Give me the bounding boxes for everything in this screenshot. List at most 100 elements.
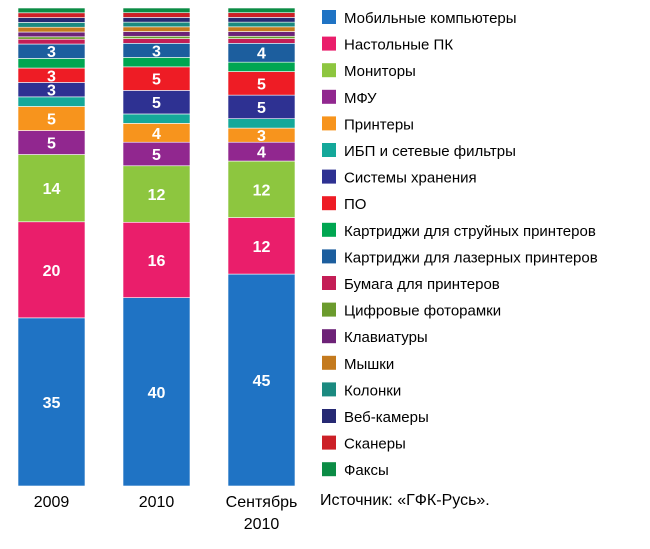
segment-value-label: 20 xyxy=(43,263,61,280)
segment-value-label: 5 xyxy=(47,136,56,153)
bar-segment xyxy=(227,7,296,14)
legend-swatch xyxy=(322,302,336,317)
segment-value-label: 14 xyxy=(43,181,61,198)
bar-segment xyxy=(17,17,86,23)
legend-label: Мониторы xyxy=(344,63,416,80)
segment-value-label: 4 xyxy=(257,46,266,63)
segment-value-label: 3 xyxy=(257,128,266,145)
segment-value-label: 3 xyxy=(152,43,161,60)
legend-label: Колонки xyxy=(344,382,401,399)
bar-segment xyxy=(17,36,86,40)
legend-swatch xyxy=(322,409,336,423)
legend-swatch xyxy=(322,222,336,237)
bar-segment xyxy=(227,118,296,129)
bar-segment xyxy=(122,31,191,37)
category-label: Сентябрь xyxy=(226,494,298,511)
legend-swatch xyxy=(322,116,336,131)
bar-segment xyxy=(227,21,296,28)
legend-label: Картриджи для струйных принтеров xyxy=(344,223,596,240)
legend-label: Настольные ПК xyxy=(344,37,453,54)
legend-label: Клавиатуры xyxy=(344,329,428,346)
bar-segment xyxy=(227,61,296,72)
legend-label: Принтеры xyxy=(344,116,414,133)
legend-swatch xyxy=(322,143,336,157)
legend-label: Картриджи для лазерных принтеров xyxy=(344,249,598,266)
segment-value-label: 40 xyxy=(148,385,166,402)
legend-swatch xyxy=(322,249,336,264)
bar-segment xyxy=(122,17,191,23)
segment-value-label: 12 xyxy=(253,239,271,256)
legend-label: Цифровые фоторамки xyxy=(344,303,501,320)
legend-swatch xyxy=(322,10,336,24)
segment-value-label: 12 xyxy=(253,182,271,199)
category-label: 2010 xyxy=(244,516,280,533)
bar-segment xyxy=(122,297,191,487)
segment-value-label: 5 xyxy=(152,95,161,112)
bar-segment xyxy=(17,106,86,131)
segment-value-label: 16 xyxy=(148,253,166,270)
bar-segment xyxy=(17,7,86,14)
bar-segment xyxy=(17,31,86,38)
bar-segment xyxy=(227,160,296,218)
bar-segment xyxy=(122,221,191,298)
legend-swatch xyxy=(322,196,336,211)
segment-value-label: 35 xyxy=(43,395,61,412)
segment-value-label: 5 xyxy=(257,76,266,93)
segment-value-label: 45 xyxy=(253,373,271,390)
bar-segment xyxy=(122,35,191,39)
bar-segment xyxy=(227,17,296,23)
legend-swatch xyxy=(322,355,336,370)
legend-label: ИБП и сетевые фильтры xyxy=(344,143,516,160)
category-label: 2009 xyxy=(34,494,70,511)
bars-group xyxy=(17,7,296,487)
legend-label: Сканеры xyxy=(344,436,406,453)
legend: Мобильные компьютеры Настольные ПК Монитор… xyxy=(322,10,598,479)
source-note: Источник: «ГФК-Русь». xyxy=(320,492,490,509)
bar-segment xyxy=(122,113,191,124)
segment-value-label: 4 xyxy=(257,145,266,162)
segment-value-label: 3 xyxy=(47,83,56,100)
segment-value-label: 12 xyxy=(148,187,166,204)
legend-swatch xyxy=(322,89,336,104)
legend-swatch xyxy=(322,382,336,397)
legend-swatch xyxy=(322,276,336,290)
bar-segment xyxy=(122,12,191,18)
legend-swatch xyxy=(322,36,336,51)
category-labels-group: 2009 2010 Сентябрь 2010 xyxy=(34,494,298,533)
legend-label: Мобильные компьютеры xyxy=(344,10,517,27)
legend-label: Веб-камеры xyxy=(344,409,429,426)
legend-label: Системы хранения xyxy=(344,170,477,187)
bar-segment xyxy=(17,26,86,33)
segment-value-label: 3 xyxy=(47,68,56,85)
category-label: 2010 xyxy=(139,494,175,511)
bar-segment xyxy=(227,26,296,32)
bar-segment xyxy=(17,12,86,18)
segment-value-label: 5 xyxy=(152,72,161,89)
bar-segment xyxy=(17,317,86,487)
legend-label: МФУ xyxy=(344,90,377,107)
legend-swatch xyxy=(322,169,336,184)
legend-label: Мышки xyxy=(344,356,394,373)
legend-label: ПО xyxy=(344,196,366,213)
segment-value-label: 4 xyxy=(152,126,161,143)
segment-value-label: 5 xyxy=(257,100,266,117)
bar-segment xyxy=(227,38,296,44)
bar-segment xyxy=(122,21,191,28)
bar-segment xyxy=(17,130,86,155)
bar-segment xyxy=(227,31,296,37)
bar-segment xyxy=(227,217,296,275)
bar-segment xyxy=(122,7,191,14)
bar-segment xyxy=(17,221,86,319)
bar-segment xyxy=(227,273,296,487)
segment-value-label: 3 xyxy=(47,44,56,61)
legend-swatch xyxy=(322,329,336,344)
legend-swatch xyxy=(322,435,336,450)
segment-value-label: 5 xyxy=(152,147,161,164)
bar-segment xyxy=(122,165,191,223)
bar-segment xyxy=(122,26,191,32)
legend-label: Бумага для принтеров xyxy=(344,276,500,293)
segment-value-label: 5 xyxy=(47,111,56,128)
bar-segment xyxy=(227,12,296,18)
